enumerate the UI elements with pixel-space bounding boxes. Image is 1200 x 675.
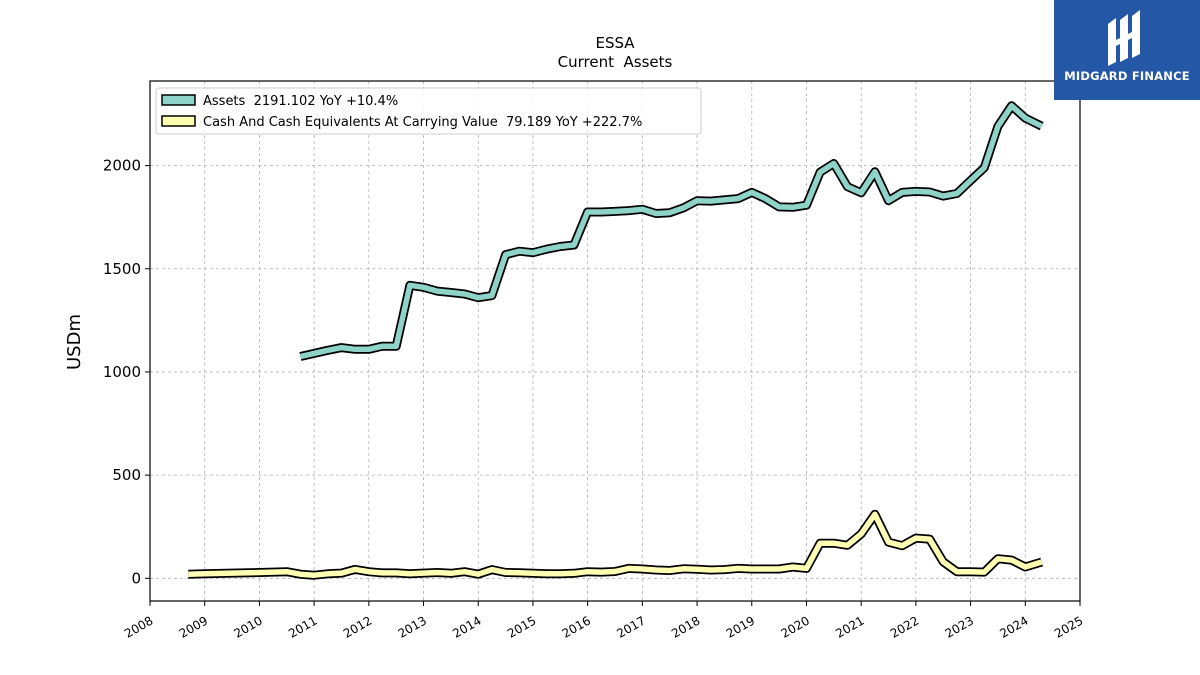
x-tick-label: 2008 — [122, 613, 155, 640]
plot-frame — [149, 80, 1081, 602]
y-tick-label: 0 — [131, 569, 141, 587]
x-tick-label: 2021 — [833, 613, 866, 640]
chart-subtitle: Current Assets — [558, 53, 673, 71]
x-tick-label: 2022 — [888, 613, 921, 640]
legend: Assets 2191.102 YoY +10.4% Cash And Cash… — [155, 87, 702, 135]
grid — [149, 81, 1081, 601]
y-axis: 0 500 1000 1500 2000 — [103, 157, 150, 587]
y-tick-label: 500 — [112, 466, 141, 484]
legend-label-assets: Assets 2191.102 YoY +10.4% — [203, 94, 398, 109]
x-tick-label: 2011 — [286, 613, 319, 640]
series-outline-0 — [299, 101, 1044, 361]
legend-swatch-assets — [161, 94, 196, 106]
y-axis-label: USDm — [64, 314, 85, 370]
y-tick-label: 1000 — [103, 363, 141, 381]
x-tick-label: 2012 — [341, 613, 374, 640]
x-tick-label: 2009 — [177, 613, 210, 640]
series-line-0 — [299, 103, 1043, 360]
x-tick-label: 2010 — [231, 613, 264, 640]
series-group — [188, 101, 1044, 580]
y-tick-label: 1500 — [103, 260, 141, 278]
legend-label-cash: Cash And Cash Equivalents At Carrying Va… — [203, 115, 642, 130]
x-tick-label: 2019 — [724, 613, 757, 640]
x-tick-label: 2014 — [450, 613, 483, 640]
x-tick-label: 2023 — [943, 613, 976, 640]
series-outline-1 — [188, 509, 1044, 580]
chart-title: ESSA — [595, 34, 635, 52]
legend-swatch-cash — [161, 115, 196, 127]
x-axis: 2008 2009 2010 2011 2012 2013 2014 2015 2016 2017… — [122, 601, 1086, 641]
brand-name: MIDGARD FINANCE — [1064, 69, 1190, 83]
x-tick-label: 2020 — [779, 613, 812, 640]
brand-logo: MIDGARD FINANCE — [1054, 0, 1200, 100]
x-tick-label: 2018 — [669, 613, 702, 640]
series-line-1 — [188, 511, 1043, 578]
x-tick-label: 2025 — [1052, 613, 1085, 640]
midgard-logo-icon — [1108, 10, 1140, 66]
x-tick-label: 2017 — [614, 613, 647, 640]
x-tick-label: 2016 — [560, 613, 593, 640]
x-tick-label: 2015 — [505, 613, 538, 640]
legend-box — [155, 87, 702, 135]
x-tick-label: 2013 — [396, 613, 429, 640]
x-tick-label: 2024 — [997, 613, 1030, 640]
y-tick-label: 2000 — [103, 157, 141, 175]
